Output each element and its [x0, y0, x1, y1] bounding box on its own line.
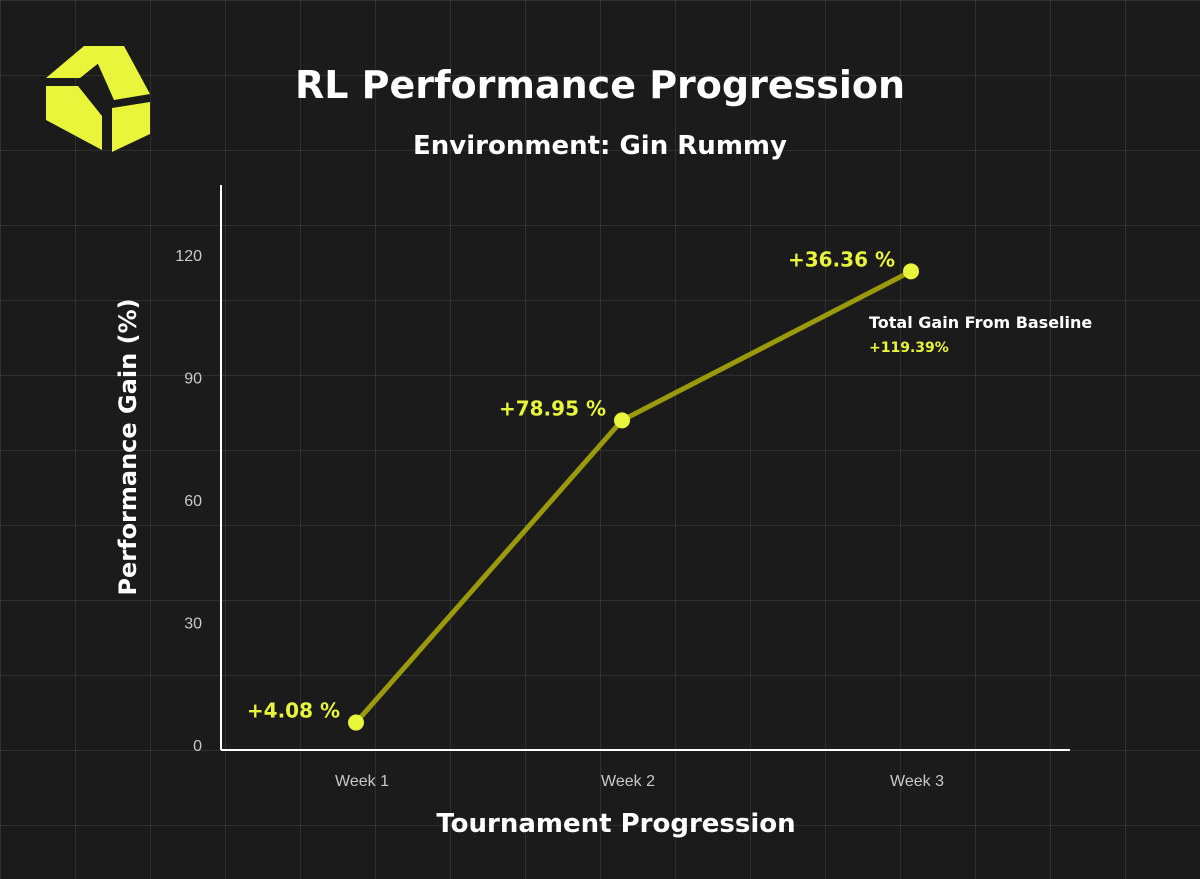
- y-tick-label: 0: [193, 738, 202, 755]
- x-tick-label: Week 2: [601, 773, 655, 790]
- data-point: [348, 714, 364, 731]
- x-tick-label: Week 1: [335, 773, 389, 790]
- y-tick-label: 90: [184, 371, 202, 388]
- y-axis-ticks: 0 30 60 90 120: [175, 248, 202, 755]
- y-tick-label: 30: [184, 616, 202, 633]
- data-label: +78.95 %: [499, 396, 606, 420]
- cube-logo-icon: [46, 46, 150, 152]
- y-axis-label: Performance Gain (%): [114, 298, 142, 595]
- x-axis-ticks: Week 1 Week 2 Week 3: [335, 773, 944, 790]
- y-tick-label: 60: [184, 493, 202, 510]
- chart-title: RL Performance Progression: [295, 63, 905, 107]
- data-point: [903, 263, 919, 280]
- data-label: +4.08 %: [247, 699, 340, 723]
- data-points: [348, 263, 919, 731]
- annotation-value: +119.39%: [869, 340, 949, 356]
- chart-subtitle: Environment: Gin Rummy: [413, 131, 787, 161]
- y-tick-label: 120: [175, 248, 202, 265]
- x-tick-label: Week 3: [890, 773, 944, 790]
- data-labels: +4.08 % +78.95 % +36.36 %: [247, 247, 895, 722]
- annotation-title: Total Gain From Baseline: [869, 313, 1092, 332]
- data-point: [614, 412, 630, 429]
- x-axis-label: Tournament Progression: [436, 809, 795, 839]
- data-label: +36.36 %: [788, 247, 895, 271]
- series-line: [353, 268, 914, 726]
